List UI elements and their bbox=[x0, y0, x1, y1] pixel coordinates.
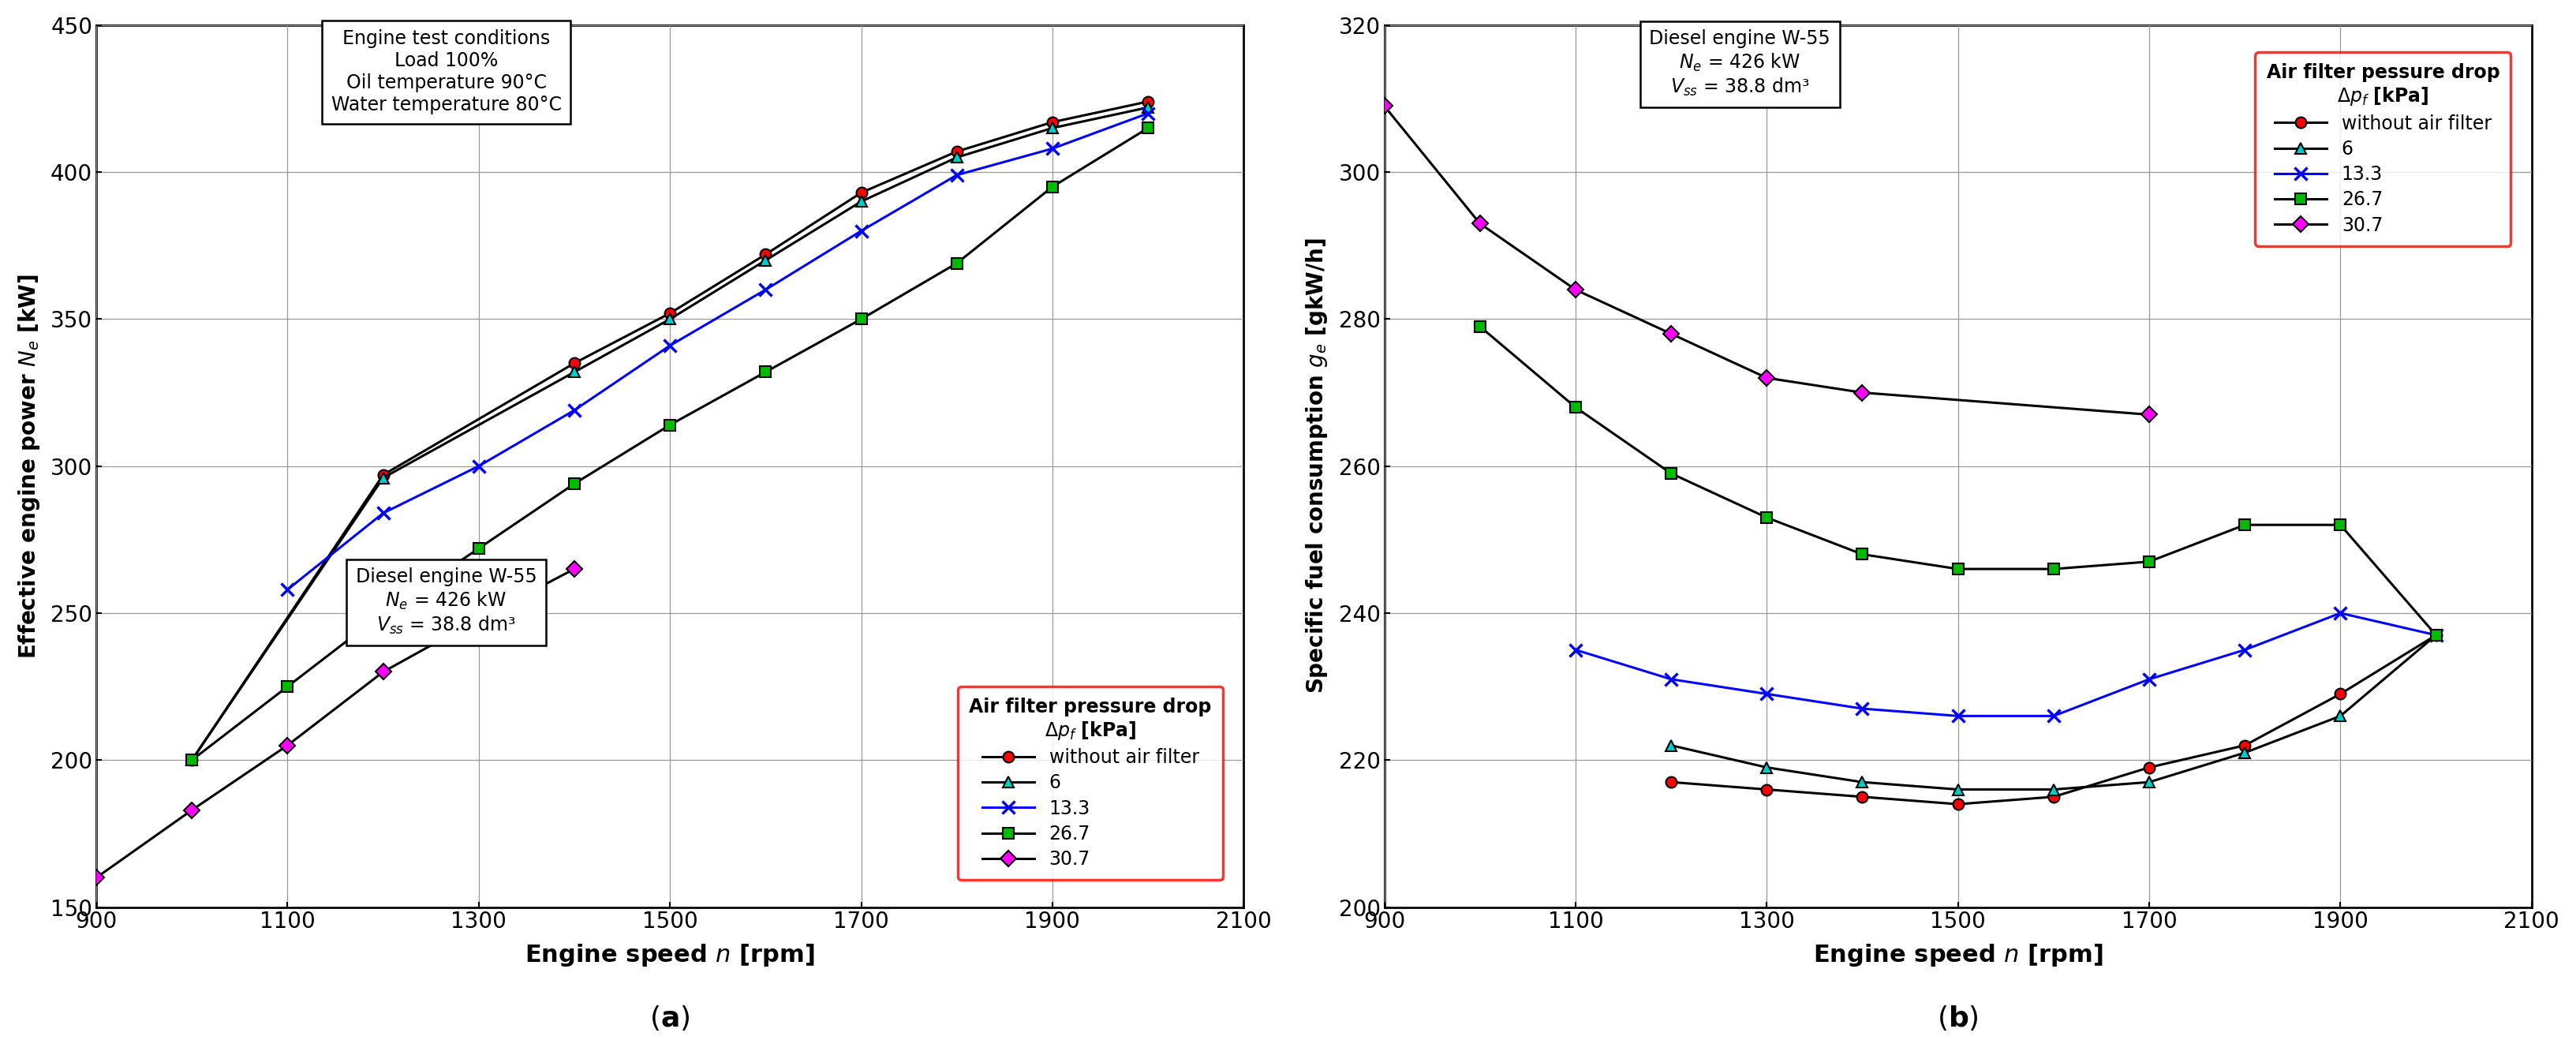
X-axis label: Engine speed $n$ [rpm]: Engine speed $n$ [rpm] bbox=[1814, 942, 2102, 968]
Y-axis label: Specific fuel consumption $g_e$ [gkW/h]: Specific fuel consumption $g_e$ [gkW/h] bbox=[1303, 238, 1329, 694]
Text: $(\mathbf{a})$: $(\mathbf{a})$ bbox=[649, 1004, 690, 1033]
Y-axis label: Effective engine power $N_e$ [kW]: Effective engine power $N_e$ [kW] bbox=[15, 274, 41, 658]
Text: $(\mathbf{b})$: $(\mathbf{b})$ bbox=[1937, 1004, 1978, 1033]
Text: Engine test conditions
Load 100%
Oil temperature 90°C
Water temperature 80°C: Engine test conditions Load 100% Oil tem… bbox=[332, 29, 562, 114]
Legend: without air filter, 6, 13.3, 26.7, 30.7: without air filter, 6, 13.3, 26.7, 30.7 bbox=[958, 686, 1224, 880]
Text: Diesel engine W-55
$N_e$ = 426 kW
$V_{ss}$ = 38.8 dm³: Diesel engine W-55 $N_e$ = 426 kW $V_{ss… bbox=[355, 568, 536, 636]
Text: Diesel engine W-55
$N_e$ = 426 kW
$V_{ss}$ = 38.8 dm³: Diesel engine W-55 $N_e$ = 426 kW $V_{ss… bbox=[1649, 29, 1832, 98]
X-axis label: Engine speed $n$ [rpm]: Engine speed $n$ [rpm] bbox=[526, 942, 814, 968]
Legend: without air filter, 6, 13.3, 26.7, 30.7: without air filter, 6, 13.3, 26.7, 30.7 bbox=[2254, 52, 2512, 246]
